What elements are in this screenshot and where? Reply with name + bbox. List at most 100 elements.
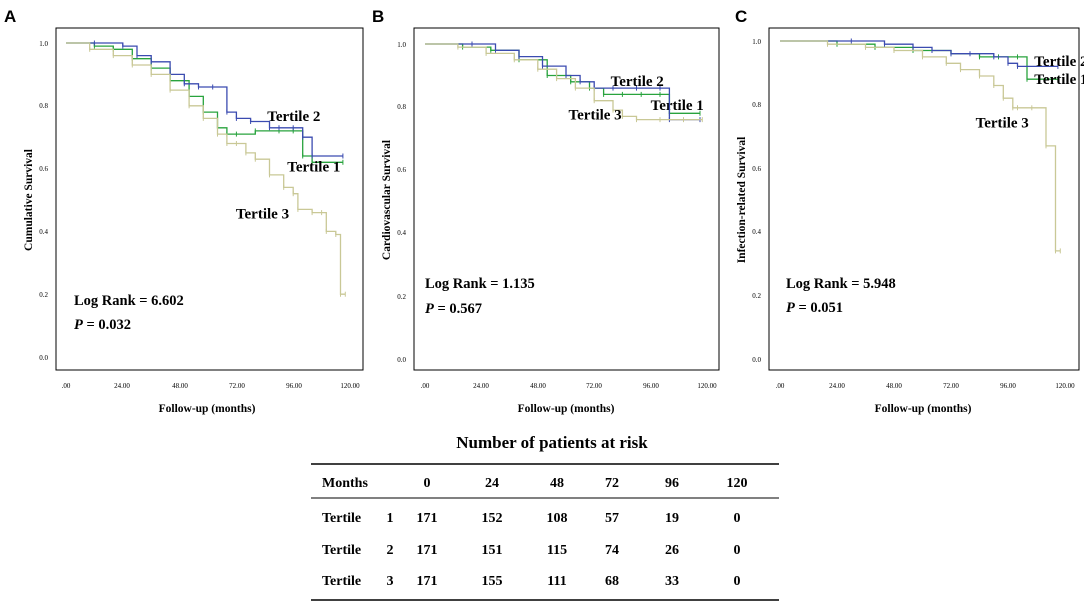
- risk-table-title: Number of patients at risk: [456, 433, 648, 452]
- x-axis-title: Follow-up (months): [159, 403, 256, 415]
- panel-c: C Tertile 1 Tertile 2 Tertile 3 .00 24.00 …: [735, 7, 1084, 415]
- table-cell: 171: [417, 511, 438, 526]
- y-axis-title: Cardiovascular Survival: [381, 140, 393, 260]
- table-cell: 155: [482, 574, 503, 589]
- y-tick-label: 0.8: [39, 102, 48, 110]
- table-header-cell: 72: [605, 476, 619, 491]
- y-tick-label: 1.0: [752, 38, 761, 46]
- table-row: Tertile 1 171 152 108 57 19 0: [322, 511, 741, 526]
- panel-b: B Tertile 1 Tertile 2 Tertile 3 .00 24.00 …: [372, 7, 720, 415]
- survival-curve-tertile-2: [780, 40, 1058, 68]
- p-value: = 0.032: [83, 317, 131, 333]
- x-tick-label: 24.00: [114, 382, 130, 390]
- series-group: Tertile 1 Tertile 2 Tertile 3: [780, 38, 1084, 254]
- x-ticks: .00 24.00 48.00 72.00 96.00 120.00: [776, 382, 1076, 390]
- table-cell: 26: [665, 543, 679, 558]
- plot-frame: [768, 27, 1080, 371]
- survival-curve-tertile-3: [780, 40, 1061, 252]
- row-index: 3: [387, 574, 394, 589]
- series-label: Tertile 1: [651, 98, 704, 114]
- p-value-text: P = 0.032: [74, 317, 131, 333]
- log-rank-text: Log Rank = 6.602: [74, 293, 184, 309]
- series-label: Tertile 2: [611, 74, 664, 90]
- table-cell: 115: [547, 543, 567, 558]
- plot-frame: [413, 27, 720, 371]
- table-header-cell: 0: [424, 476, 431, 491]
- survival-curve-tertile-3: [66, 42, 346, 295]
- y-tick-label: 0.8: [397, 103, 406, 111]
- table-header-cell: 48: [550, 476, 564, 491]
- x-tick-label: 96.00: [1000, 382, 1016, 390]
- table-cell: 0: [734, 543, 741, 558]
- table-cell: 57: [605, 511, 619, 526]
- x-axis-title: Follow-up (months): [875, 403, 972, 415]
- y-ticks: 0.0 0.2 0.4 0.6 0.8 1.0: [752, 38, 761, 364]
- x-tick-label: 120.00: [1055, 382, 1075, 390]
- plot-frame: [55, 27, 364, 371]
- table-cell: 0: [734, 574, 741, 589]
- y-tick-label: 0.4: [752, 228, 761, 236]
- table-cell: 33: [665, 574, 679, 589]
- x-axis-title: Follow-up (months): [518, 403, 615, 415]
- table-header-cell: Months: [322, 476, 368, 491]
- y-tick-label: 0.8: [752, 101, 761, 109]
- table-cell: 19: [665, 511, 679, 526]
- series-label: Tertile 3: [236, 207, 289, 223]
- y-tick-label: 1.0: [397, 41, 406, 49]
- panel-label: C: [735, 7, 747, 26]
- table-row: Tertile 3 171 155 111 68 33 0: [322, 574, 741, 589]
- p-symbol: P: [74, 317, 83, 333]
- y-tick-label: 0.4: [397, 229, 406, 237]
- table-cell: 108: [547, 511, 568, 526]
- y-tick-label: 0.0: [397, 356, 406, 364]
- series-group: Tertile 1 Tertile 2 Tertile 3: [66, 40, 346, 297]
- y-tick-label: 0.2: [752, 292, 761, 300]
- x-tick-label: 96.00: [286, 382, 302, 390]
- x-tick-label: 120.00: [697, 382, 717, 390]
- survival-curve-tertile-2: [66, 42, 343, 157]
- table-cell: 171: [417, 543, 438, 558]
- table-row: Tertile 2 171 151 115 74 26 0: [322, 543, 741, 558]
- table-header-row: Months 0 24 48 72 96 120: [322, 476, 748, 491]
- y-tick-label: 0.6: [39, 165, 48, 173]
- panel-label: B: [372, 7, 384, 26]
- x-tick-label: 72.00: [586, 382, 602, 390]
- table-header-cell: 24: [485, 476, 499, 491]
- panel-a: A Tertile 1 Tertile 2 Tertile 3 .00 24.00 …: [4, 7, 364, 415]
- x-tick-label: 96.00: [643, 382, 659, 390]
- table-cell: 151: [482, 543, 503, 558]
- series-label: Tertile 3: [976, 115, 1029, 131]
- survival-curve-tertile-2: [425, 43, 700, 121]
- table-cell: 152: [482, 511, 503, 526]
- row-label: Tertile: [322, 543, 361, 558]
- x-tick-label: .00: [776, 382, 785, 390]
- x-tick-label: 120.00: [340, 382, 360, 390]
- table-header-cell: 96: [665, 476, 679, 491]
- x-tick-label: 72.00: [229, 382, 245, 390]
- series-label: Tertile 1: [287, 160, 340, 176]
- y-tick-label: 1.0: [39, 40, 48, 48]
- y-axis-title: Infection-related Survival: [736, 137, 748, 264]
- x-tick-label: 48.00: [172, 382, 188, 390]
- y-tick-label: 0.6: [397, 166, 406, 174]
- series-label: Tertile 2: [1034, 54, 1084, 70]
- table-cell: 111: [547, 574, 566, 589]
- p-value: = 0.051: [795, 300, 843, 316]
- row-index: 2: [387, 543, 394, 558]
- x-tick-label: 72.00: [943, 382, 959, 390]
- x-ticks: .00 24.00 48.00 72.00 96.00 120.00: [421, 382, 718, 390]
- y-axis-title: Cumulative Survival: [23, 149, 35, 251]
- risk-table: Number of patients at risk Months 0 24 4…: [311, 433, 779, 601]
- log-rank-text: Log Rank = 5.948: [786, 276, 896, 292]
- p-value-text: P = 0.051: [786, 300, 843, 316]
- y-tick-label: 0.2: [39, 291, 48, 299]
- table-cell: 0: [734, 511, 741, 526]
- p-value-text: P = 0.567: [425, 301, 482, 317]
- p-symbol: P: [786, 300, 795, 316]
- row-index: 1: [387, 511, 394, 526]
- y-tick-label: 0.6: [752, 165, 761, 173]
- log-rank-text: Log Rank = 1.135: [425, 276, 535, 292]
- row-label: Tertile: [322, 574, 361, 589]
- y-ticks: 0.0 0.2 0.4 0.6 0.8 1.0: [397, 41, 406, 364]
